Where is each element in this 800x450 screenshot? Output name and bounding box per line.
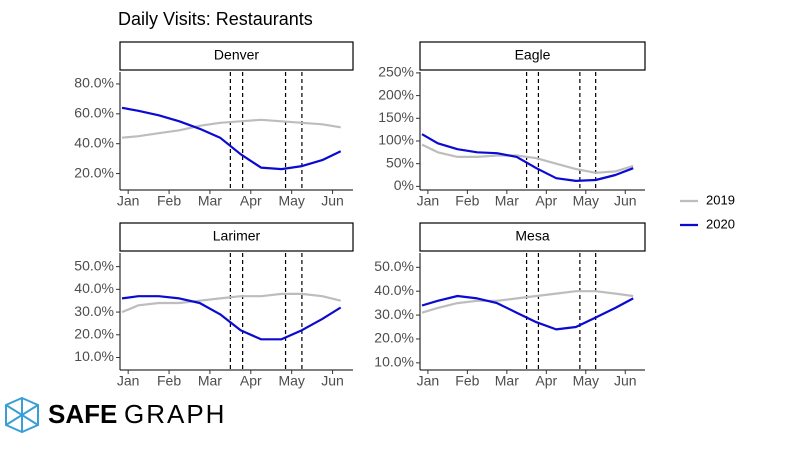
y-tick-label: 150%	[378, 109, 414, 125]
x-tick-label: Apr	[535, 193, 557, 209]
x-tick-label: Mar	[198, 193, 222, 209]
x-tick-label: May	[278, 373, 304, 389]
y-tick-label: 20.0%	[74, 325, 114, 341]
y-tick-label: 80.0%	[74, 75, 114, 91]
series-line	[121, 292, 341, 314]
logo-text: GRAPH	[124, 399, 226, 429]
series-line	[121, 106, 342, 171]
x-tick-label: Feb	[157, 373, 181, 389]
y-tick-label: 20.0%	[74, 164, 114, 180]
x-tick-label: Apr	[240, 373, 262, 389]
page-title: Daily Visits: Restaurants	[118, 9, 313, 29]
y-tick-label: 100%	[378, 132, 414, 148]
series-line	[421, 143, 634, 174]
y-tick-label: 50%	[386, 154, 414, 170]
y-tick-label: 40.0%	[74, 280, 114, 296]
series-line	[421, 294, 634, 331]
y-tick-label: 20.0%	[374, 330, 414, 346]
x-tick-label: Jun	[321, 193, 344, 209]
x-tick-label: Feb	[455, 373, 479, 389]
x-tick-label: May	[573, 193, 599, 209]
x-tick-label: Jan	[117, 193, 140, 209]
x-tick-label: Jun	[321, 373, 344, 389]
x-tick-label: Feb	[455, 193, 479, 209]
y-tick-label: 40.0%	[374, 282, 414, 298]
y-tick-label: 60.0%	[74, 105, 114, 121]
y-tick-label: 200%	[378, 86, 414, 102]
panel-title: Larimer	[213, 228, 261, 244]
x-tick-label: Jun	[614, 373, 637, 389]
strip	[419, 222, 646, 252]
x-tick-label: Jan	[417, 373, 440, 389]
series-line	[121, 118, 341, 139]
series-line	[121, 295, 342, 341]
x-tick-label: Jan	[117, 373, 140, 389]
x-tick-label: May	[573, 373, 599, 389]
strip	[419, 41, 646, 71]
series-line	[421, 290, 634, 314]
x-tick-label: Jun	[614, 193, 637, 209]
x-tick-label: Jan	[417, 193, 440, 209]
x-tick-label: Apr	[240, 193, 262, 209]
y-tick-label: 40.0%	[74, 134, 114, 150]
strip	[119, 222, 354, 252]
y-tick-label: 50.0%	[374, 258, 414, 274]
series-line	[421, 133, 634, 182]
logo: SAFE GRAPH	[5, 396, 226, 434]
panel-title: Denver	[214, 47, 259, 63]
x-tick-label: Apr	[535, 373, 557, 389]
y-tick-label: 250%	[378, 64, 414, 80]
panel-title: Mesa	[515, 228, 549, 244]
logo-icon	[5, 396, 39, 434]
logo-text: SAFE	[48, 399, 117, 429]
x-tick-label: Feb	[157, 193, 181, 209]
y-tick-label: 10.0%	[374, 354, 414, 370]
x-tick-label: Mar	[495, 373, 519, 389]
x-tick-label: Mar	[198, 373, 222, 389]
y-tick-label: 50.0%	[74, 257, 114, 273]
panel-title: Eagle	[515, 47, 551, 63]
y-tick-label: 30.0%	[374, 306, 414, 322]
legend-label: 2020	[706, 216, 735, 231]
y-tick-label: 10.0%	[74, 348, 114, 364]
x-tick-label: Mar	[495, 193, 519, 209]
x-tick-label: May	[278, 193, 304, 209]
legend-label: 2019	[706, 192, 735, 207]
strip	[119, 41, 354, 71]
y-tick-label: 30.0%	[74, 303, 114, 319]
y-tick-label: 0%	[394, 177, 414, 193]
